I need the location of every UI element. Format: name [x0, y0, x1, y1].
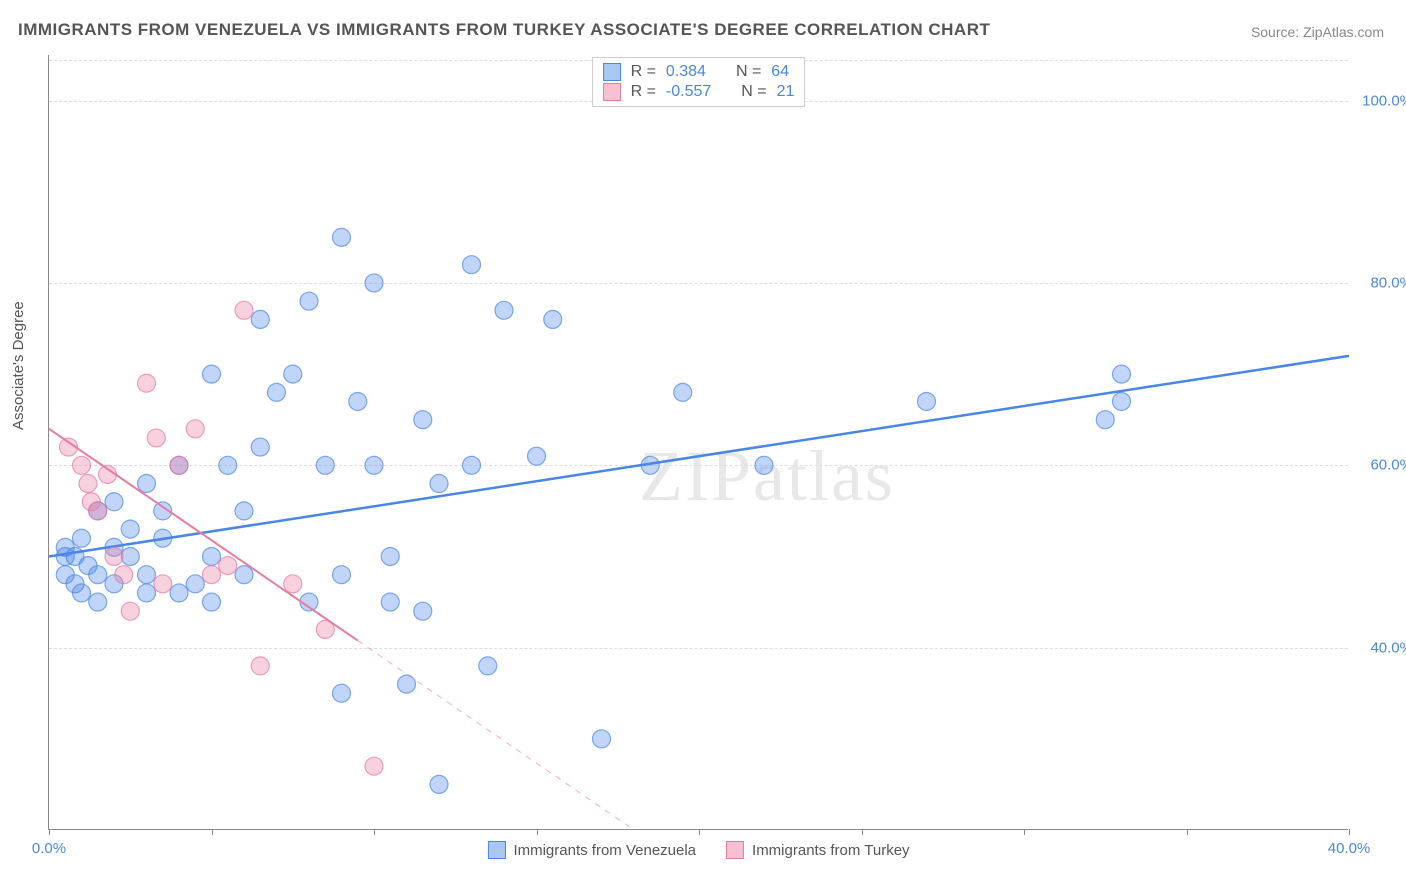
- n-value-2: 21: [777, 83, 795, 101]
- r-label: R =: [631, 63, 656, 81]
- r-value-1: 0.384: [666, 63, 706, 81]
- r-value-2: -0.557: [666, 83, 711, 101]
- legend-stats-box: R = 0.384 N = 64 R = -0.557 N = 21: [592, 57, 806, 107]
- legend-bottom: Immigrants from Venezuela Immigrants fro…: [487, 841, 909, 859]
- scatter-plot-svg: [49, 55, 1348, 829]
- y-tick-label: 40.0%: [1353, 639, 1406, 656]
- x-tick-label: 0.0%: [32, 840, 66, 857]
- plot-area: ZIPatlas 40.0%60.0%80.0%100.0% 0.0%40.0%…: [48, 55, 1348, 830]
- legend-stats-row-1: R = 0.384 N = 64: [603, 62, 795, 82]
- legend-item-venezuela: Immigrants from Venezuela: [487, 841, 696, 859]
- r-label-2: R =: [631, 83, 656, 101]
- legend-stats-row-2: R = -0.557 N = 21: [603, 82, 795, 102]
- y-axis-label: Associate's Degree: [10, 301, 27, 430]
- legend-label-venezuela: Immigrants from Venezuela: [513, 842, 696, 859]
- n-value-1: 64: [771, 63, 789, 81]
- legend-item-turkey: Immigrants from Turkey: [726, 841, 910, 859]
- source-label: Source: ZipAtlas.com: [1251, 24, 1384, 40]
- chart-title: IMMIGRANTS FROM VENEZUELA VS IMMIGRANTS …: [18, 20, 990, 40]
- swatch-venezuela-icon: [487, 841, 505, 859]
- y-tick-label: 80.0%: [1353, 274, 1406, 291]
- x-tick-label: 40.0%: [1328, 840, 1371, 857]
- swatch-turkey-icon: [726, 841, 744, 859]
- swatch-turkey: [603, 83, 621, 101]
- n-label-2: N =: [741, 83, 766, 101]
- y-tick-label: 100.0%: [1353, 92, 1406, 109]
- legend-label-turkey: Immigrants from Turkey: [752, 842, 910, 859]
- swatch-venezuela: [603, 63, 621, 81]
- n-label: N =: [736, 63, 761, 81]
- y-tick-label: 60.0%: [1353, 457, 1406, 474]
